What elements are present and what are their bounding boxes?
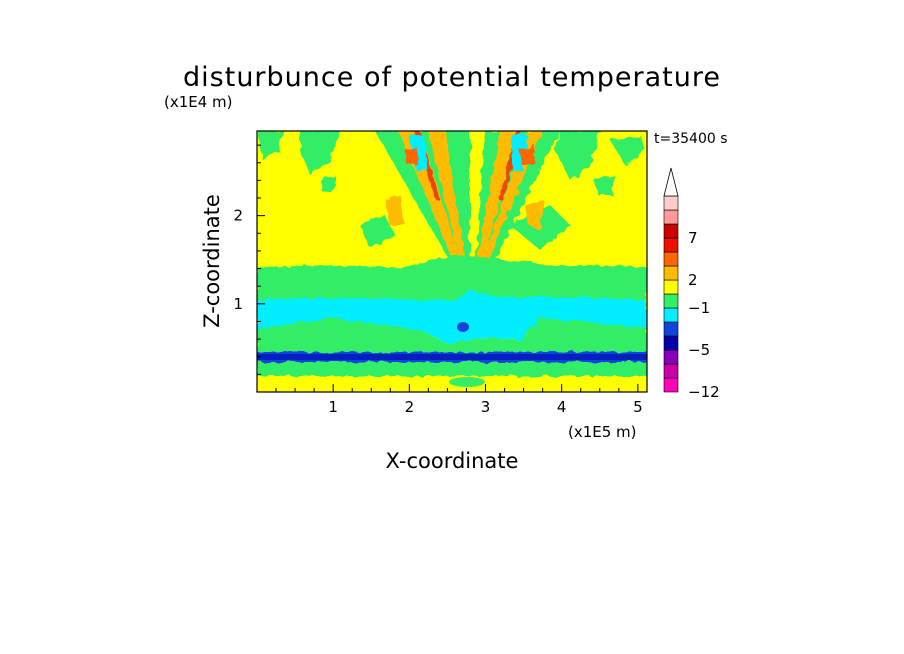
x-tick-label: 1 xyxy=(328,398,338,416)
colorbar-label: −1 xyxy=(688,299,710,317)
x-tick-label: 2 xyxy=(405,398,415,416)
x-scale-label: (x1E5 m) xyxy=(568,423,637,441)
colorbar-segment xyxy=(663,279,679,295)
x-tick-label: 5 xyxy=(633,398,643,416)
colorbar-segment xyxy=(663,307,679,323)
colorbar-segment xyxy=(663,363,679,379)
ray-structure xyxy=(375,131,560,270)
colorbar-segment xyxy=(663,321,679,337)
y-axis-label: Z-coordinate xyxy=(200,194,224,328)
colorbar-segment xyxy=(663,265,679,281)
colorbar-segment xyxy=(663,195,679,211)
colorbar-label: −5 xyxy=(688,341,710,359)
chart-title: disturbunce of potential temperature xyxy=(183,62,721,93)
x-tick-label: 3 xyxy=(481,398,491,416)
colorbar-label: −12 xyxy=(688,383,720,401)
blue-layer xyxy=(257,354,647,360)
colorbar-segment xyxy=(663,293,679,309)
x-tick-label: 4 xyxy=(557,398,567,416)
colorbar-extend-arrow xyxy=(663,167,679,197)
horizontal-bands xyxy=(257,255,647,392)
contour-field xyxy=(257,131,647,392)
x-ticks: 1 2 3 4 5 xyxy=(275,384,643,416)
colorbar-label: 2 xyxy=(688,271,698,289)
colorbar-segment xyxy=(663,223,679,239)
colorbar-segment xyxy=(663,349,679,365)
near-surface-patch xyxy=(449,377,485,387)
colorbar: 7 2 −1 −5 −12 xyxy=(663,167,720,401)
colorbar-segment xyxy=(663,335,679,351)
colorbar-segment xyxy=(663,237,679,253)
colorbar-label: 7 xyxy=(688,229,698,247)
x-axis-label: X-coordinate xyxy=(386,449,519,473)
colorbar-segment xyxy=(663,377,679,393)
y-tick-label: 2 xyxy=(233,207,243,225)
plot-frame xyxy=(256,130,648,393)
y-tick-label: 1 xyxy=(233,295,243,313)
blue-eddy xyxy=(457,322,469,332)
colorbar-segment xyxy=(663,209,679,225)
y-ticks: 12 xyxy=(233,144,265,375)
time-label: t=35400 s xyxy=(654,131,728,147)
y-scale-label: (x1E4 m) xyxy=(164,93,233,111)
colorbar-segment xyxy=(663,251,679,267)
